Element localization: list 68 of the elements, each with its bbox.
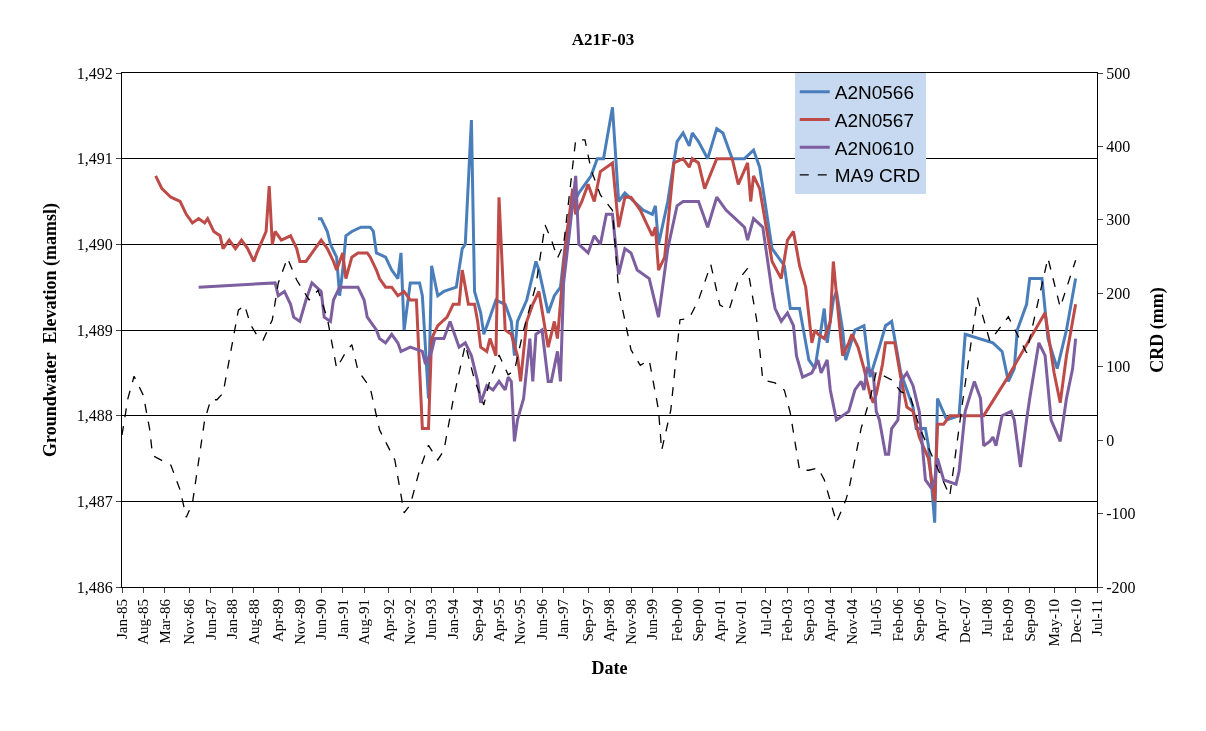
legend-label: MA9 CRD xyxy=(834,165,921,187)
x-tick-label: Jun-96 xyxy=(533,598,550,640)
x-tick-label: May-10 xyxy=(1045,599,1062,647)
y-tick-label: 1,492 xyxy=(76,64,113,82)
x-tick-label: Nov-04 xyxy=(843,598,860,645)
x-tick-label: Sep-03 xyxy=(800,599,817,642)
x-tick-label: Nov-98 xyxy=(622,599,639,645)
x-tick-label: Feb-00 xyxy=(668,599,685,642)
y2-tick-label: -200 xyxy=(1106,578,1136,596)
x-tick-label: Feb-03 xyxy=(779,599,796,642)
x-tick-label: Sep-00 xyxy=(690,599,707,642)
x-tick-label: Apr-89 xyxy=(270,599,287,643)
y-tick-label: 1,486 xyxy=(76,578,113,596)
x-tick-label: Sep-06 xyxy=(911,598,928,642)
legend-label: A2N0566 xyxy=(834,82,914,104)
x-tick-label: Jan-94 xyxy=(445,598,462,639)
legend-label: A2N0567 xyxy=(834,109,914,131)
x-tick-label: Jan-88 xyxy=(224,599,241,639)
x-tick-label: Sep-09 xyxy=(1021,599,1038,642)
x-tick-label: Jul-08 xyxy=(978,599,995,637)
x-axis-title: Date xyxy=(591,657,628,678)
x-tick-label: Jan-85 xyxy=(113,599,130,639)
y-axis-title: Groundwater Elevation (mamsl) xyxy=(40,203,61,457)
y2-tick-label: 300 xyxy=(1106,211,1131,229)
y-tick-label: 1,491 xyxy=(76,150,113,168)
x-tick-label: Nov-86 xyxy=(181,598,198,645)
x-tick-label: Jul-05 xyxy=(868,599,885,637)
x-tick-label: Nov-95 xyxy=(512,599,529,645)
x-tick-label: Jun-90 xyxy=(313,599,330,640)
x-tick-label: Apr-95 xyxy=(490,599,507,643)
y2-axis-title: CRD (mm) xyxy=(1146,287,1168,373)
x-tick-label: Sep-97 xyxy=(579,598,596,642)
x-tick-label: Aug-88 xyxy=(245,599,262,645)
y2-tick-label: 0 xyxy=(1106,431,1115,449)
x-tick-label: Dec-10 xyxy=(1067,599,1084,644)
x-tick-label: Jul-02 xyxy=(757,599,774,637)
x-tick-label: Sep-94 xyxy=(469,598,486,642)
x-tick-label: Apr-01 xyxy=(711,599,728,643)
x-tick-label: Jun-93 xyxy=(423,599,440,640)
y2-tick-label: 400 xyxy=(1106,138,1131,156)
x-tick-label: Nov-89 xyxy=(291,599,308,645)
y2-tick-label: 100 xyxy=(1106,358,1131,376)
y2-tick-label: -100 xyxy=(1106,505,1136,523)
x-tick-label: Jan-91 xyxy=(334,599,351,639)
x-tick-label: Apr-07 xyxy=(932,598,949,643)
x-tick-label: Apr-98 xyxy=(601,599,618,643)
y2-tick-label: 500 xyxy=(1106,64,1131,82)
x-tick-label: Apr-04 xyxy=(822,598,839,643)
x-tick-label: Aug-91 xyxy=(355,599,372,645)
x-tick-label: Jun-87 xyxy=(202,598,219,640)
x-tick-label: Mar-86 xyxy=(156,598,173,644)
x-tick-label: Feb-06 xyxy=(889,598,906,642)
x-tick-label: Nov-01 xyxy=(733,599,750,645)
x-tick-label: Nov-92 xyxy=(402,599,419,645)
y-tick-label: 1,487 xyxy=(76,492,113,510)
x-tick-label: Feb-09 xyxy=(1000,599,1017,642)
chart-title: A21F-03 xyxy=(571,29,635,49)
x-tick-label: Aug-85 xyxy=(135,599,152,645)
y2-tick-label: 200 xyxy=(1106,284,1131,302)
x-tick-label: Jun-99 xyxy=(644,599,661,640)
legend-label: A2N0610 xyxy=(834,137,914,159)
y-tick-label: 1,490 xyxy=(76,235,113,253)
x-tick-label: Apr-92 xyxy=(380,599,397,643)
y-tick-label: 1,488 xyxy=(76,407,113,425)
y-tick-label: 1,489 xyxy=(76,321,113,339)
x-tick-label: Jan-97 xyxy=(555,598,572,639)
x-tick-label: Jul-11 xyxy=(1088,599,1105,636)
x-tick-label: Dec-07 xyxy=(957,598,974,644)
